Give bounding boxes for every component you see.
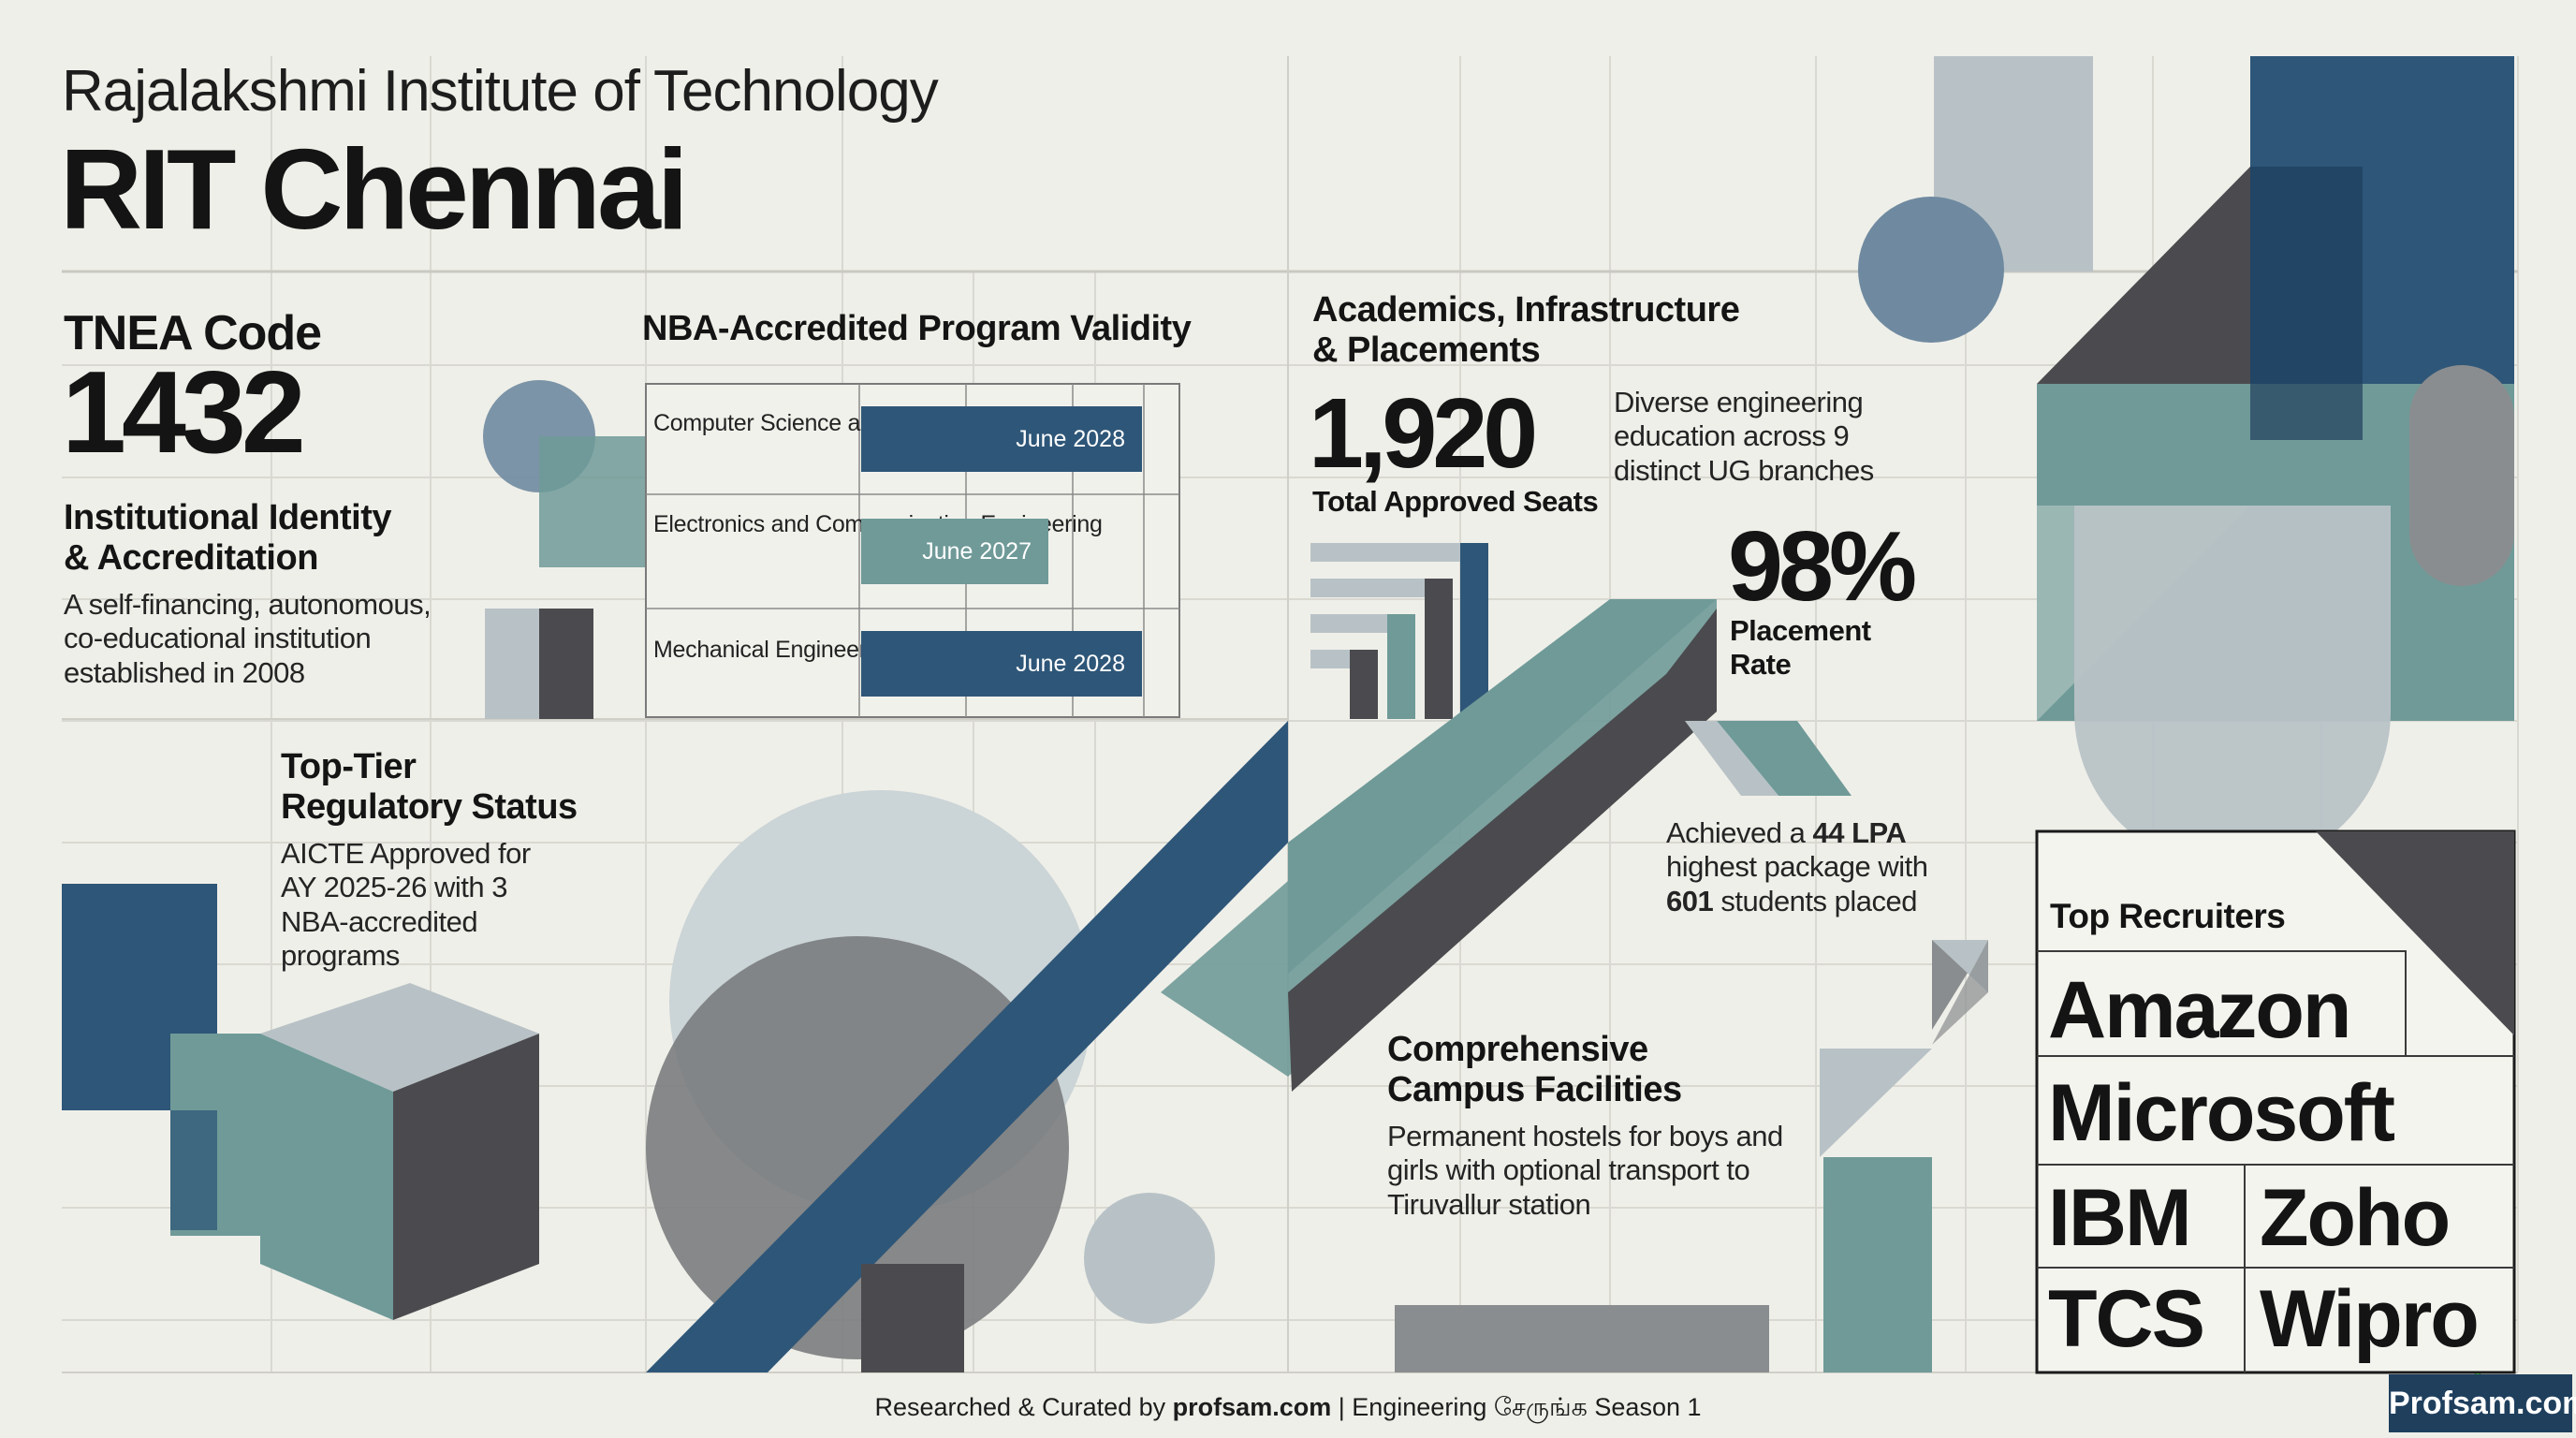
campus-body: Permanent hostels for boys and girls wit… [1387,1120,1783,1221]
cube-side [393,1034,539,1320]
square-shape [539,609,593,719]
package-value: 44 LPA [1812,816,1907,849]
circle-shape [1858,197,2004,343]
triangle-shape [2037,167,2250,384]
placement-rate-label: Placement Rate [1730,614,1871,681]
tnea-code-value: 1432 [62,348,306,477]
square-shape [1395,1305,1769,1372]
recruiter-name: TCS [2048,1274,2205,1364]
regulatory-body: AICTE Approved for AY 2025-26 with 3 NBA… [281,837,531,972]
pill-shape [2409,365,2514,586]
recruiters-grid [2037,950,2514,1372]
seats-label: Total Approved Seats [1312,485,1599,518]
cube-front [260,1034,393,1320]
page-title: RIT Chennai [60,125,689,253]
arch-shape [2074,506,2391,870]
validity-bar: June 2028 [861,406,1142,472]
validity-bar: June 2028 [861,631,1142,697]
seats-value: 1,920 [1309,378,1538,489]
triangle-shape [1820,1049,1932,1157]
program-label: Mechanical Engineering [653,637,898,663]
triangle-shape [1717,721,1852,796]
recruiter-name: IBM [2048,1173,2192,1263]
square-shape [2250,167,2363,440]
validity-bar: June 2027 [861,519,1048,584]
institute-full-name: Rajalakshmi Institute of Technology [62,59,939,124]
validity-value: June 2028 [1016,425,1125,452]
diagonal-band [1288,609,1717,1092]
diagonal-band [646,721,1288,1372]
square-shape [861,1264,964,1372]
recruiter-name: Wipro [2260,1274,2480,1364]
profsam-badge[interactable]: Profsam.com [2389,1374,2576,1432]
students-placed-value: 601 [1666,884,1714,917]
diagonal-band [1161,599,1717,1077]
triangle-shape [1685,721,1778,796]
square-shape [485,609,539,719]
square-shape [170,1110,217,1230]
identity-heading: Institutional Identity & Accreditation [64,498,391,578]
square-shape [539,436,646,567]
footer-site-link[interactable]: profsam.com [1172,1393,1332,1421]
placement-rate-value: 98% [1728,511,1917,622]
validity-value: June 2027 [922,537,1032,565]
campus-heading: Comprehensive Campus Facilities [1387,1030,1682,1109]
academics-heading: Academics, Infrastructure & Placements [1312,290,1740,370]
footer-credit: Researched & Curated by profsam.com | En… [874,1393,1702,1421]
identity-body: A self-financing, autonomous, co-educati… [64,588,432,689]
cube-top [260,983,539,1092]
recruiters-heading: Top Recruiters [2050,897,2286,935]
bar-motif [1310,543,1488,719]
triangle-shape [1932,940,1988,1045]
square-shape [1823,1157,1932,1372]
recruiter-name: Microsoft [2048,1068,2395,1158]
regulatory-heading: Top-Tier Regulatory Status [281,747,578,827]
package-text: Achieved a 44 LPA highest package with 6… [1666,816,1928,917]
branches-text: Diverse engineering education across 9 d… [1614,386,1874,487]
recruiter-name: Zoho [2260,1173,2451,1263]
nba-heading: NBA-Accredited Program Validity [642,309,1192,348]
circle-shape [646,936,1069,1359]
circle-shape [1084,1193,1215,1324]
recruiter-name: Amazon [2048,965,2351,1055]
triangle-shape [2316,831,2514,1035]
tnea-code-label: TNEA Code [64,306,322,360]
validity-value: June 2028 [1016,650,1125,677]
